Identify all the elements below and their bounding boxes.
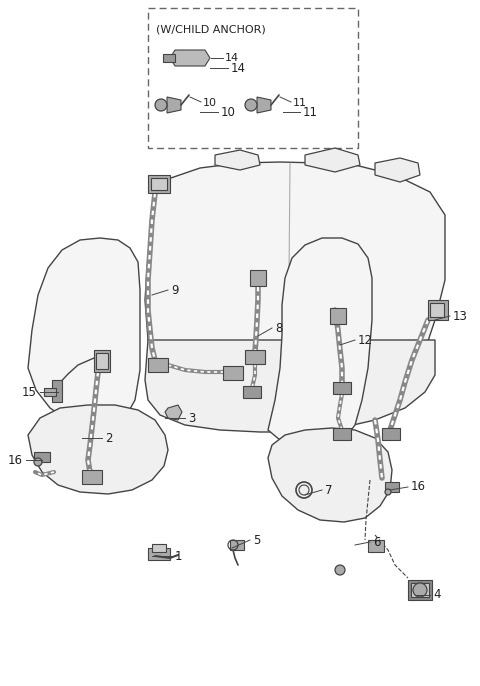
Bar [333,428,351,440]
Bar [382,428,400,440]
Polygon shape [215,150,260,170]
Bar [243,386,261,398]
Polygon shape [375,158,420,182]
Text: 10: 10 [203,98,217,108]
Text: 2: 2 [105,431,112,445]
Polygon shape [257,97,271,113]
FancyBboxPatch shape [148,8,358,148]
Bar [430,303,444,317]
Bar [96,353,108,369]
Bar [428,300,448,320]
Text: 3: 3 [188,412,195,425]
Polygon shape [268,428,392,522]
Text: 4: 4 [433,589,441,602]
Polygon shape [145,162,445,398]
Text: 16: 16 [411,480,426,493]
Circle shape [245,99,257,111]
Polygon shape [28,238,140,425]
Text: 13: 13 [453,309,468,322]
Circle shape [34,458,42,466]
Bar [148,548,170,560]
Text: (W/CHILD ANCHOR): (W/CHILD ANCHOR) [156,24,266,34]
Polygon shape [28,405,168,494]
Bar [250,270,266,286]
Text: 5: 5 [253,534,260,547]
Bar [94,350,110,372]
Bar [223,366,243,380]
Circle shape [413,583,427,597]
Text: 6: 6 [373,536,381,549]
Polygon shape [145,340,435,432]
Bar [408,580,432,600]
Circle shape [299,485,309,495]
Text: 11: 11 [303,106,318,119]
Bar [52,380,62,402]
Text: 15: 15 [22,386,37,399]
Bar [411,583,429,597]
Text: 7: 7 [325,484,333,497]
Bar [385,482,399,492]
Text: 12: 12 [358,333,373,346]
Bar [34,452,50,462]
Text: 14: 14 [225,53,239,63]
Bar [368,540,384,552]
Bar [151,178,167,190]
Circle shape [155,99,167,111]
Bar [230,540,244,550]
Polygon shape [170,50,210,66]
Polygon shape [305,148,360,172]
Text: 9: 9 [171,283,179,296]
Text: 14: 14 [231,62,246,75]
Polygon shape [268,238,372,452]
Bar [152,544,166,552]
Text: 11: 11 [293,98,307,108]
Bar [82,470,102,484]
Bar [148,175,170,193]
Polygon shape [163,54,175,62]
Text: 16: 16 [8,453,23,466]
Polygon shape [167,97,181,113]
Text: 1: 1 [175,549,182,563]
Text: 10: 10 [221,106,236,119]
Bar [44,388,56,396]
Bar [245,350,265,364]
Text: 8: 8 [275,322,282,335]
Bar [333,382,351,394]
Circle shape [335,565,345,575]
Polygon shape [165,405,182,420]
Bar [330,308,346,324]
Circle shape [385,489,391,495]
Bar [148,358,168,372]
